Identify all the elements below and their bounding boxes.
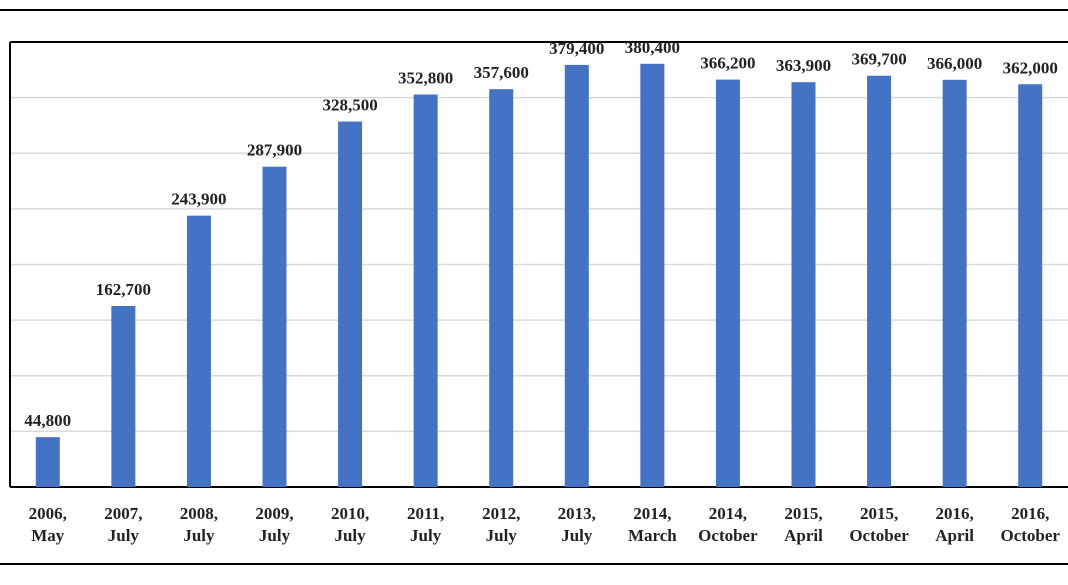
x-tick-label-month: July xyxy=(561,526,593,545)
data-label: 243,900 xyxy=(171,190,226,209)
x-tick-label-month: July xyxy=(334,526,366,545)
x-tick-label-year: 2015, xyxy=(860,504,898,523)
x-tick-label-month: April xyxy=(784,526,823,545)
data-label: 366,000 xyxy=(927,54,982,73)
x-tick-label-month: October xyxy=(698,526,758,545)
x-tick-label-year: 2008, xyxy=(180,504,218,523)
x-tick-label-month: May xyxy=(31,526,65,545)
x-tick-label-month: October xyxy=(849,526,909,545)
x-tick-label-year: 2011, xyxy=(407,504,444,523)
x-tick-label-month: April xyxy=(935,526,974,545)
bar xyxy=(942,79,967,487)
x-tick-label-month: March xyxy=(628,526,677,545)
x-tick-label-year: 2010, xyxy=(331,504,369,523)
x-tick-label-year: 2014, xyxy=(633,504,671,523)
data-label: 380,400 xyxy=(625,38,680,57)
bars xyxy=(35,63,1043,488)
x-tick-label-year: 2006, xyxy=(29,504,67,523)
data-label: 369,700 xyxy=(851,50,906,69)
bar xyxy=(262,166,287,487)
data-label: 328,500 xyxy=(322,96,377,115)
x-tick-label-year: 2009, xyxy=(255,504,293,523)
data-label: 287,900 xyxy=(247,141,302,160)
x-tick-label-year: 2014, xyxy=(709,504,747,523)
bar xyxy=(186,215,211,487)
bar xyxy=(791,82,816,487)
bar xyxy=(489,89,514,488)
x-tick-label-year: 2016, xyxy=(1011,504,1049,523)
x-tick-labels: 2006, May 2007, July 2008, July 2009, July 2010,… xyxy=(29,504,1061,545)
data-labels: 44,800 162,700 243,900 287,900 328,500 352,80… xyxy=(24,38,1057,430)
data-label: 352,800 xyxy=(398,69,453,88)
data-label: 379,400 xyxy=(549,39,604,58)
bar xyxy=(715,79,740,487)
x-tick-label-year: 2015, xyxy=(784,504,822,523)
x-tick-label-year: 2007, xyxy=(104,504,142,523)
x-tick-label-year: 2013, xyxy=(558,504,596,523)
x-tick-label-month: October xyxy=(1000,526,1060,545)
x-tick-label-month: July xyxy=(108,526,140,545)
bar xyxy=(111,305,136,487)
x-tick-label-month: July xyxy=(486,526,518,545)
bar xyxy=(564,64,589,487)
gridlines xyxy=(0,9,1068,565)
data-label: 363,900 xyxy=(776,56,831,75)
x-tick-label-year: 2016, xyxy=(936,504,974,523)
bar xyxy=(413,94,438,487)
bar xyxy=(338,121,363,487)
bar xyxy=(640,63,665,488)
data-label: 366,200 xyxy=(700,54,755,73)
bar xyxy=(1018,84,1043,488)
bar xyxy=(867,75,892,488)
x-tick-label-month: July xyxy=(183,526,215,545)
data-label: 357,600 xyxy=(474,63,529,82)
x-tick-label-month: July xyxy=(410,526,442,545)
bar xyxy=(35,437,60,487)
x-tick-label-year: 2012, xyxy=(482,504,520,523)
data-label: 362,000 xyxy=(1003,58,1058,77)
x-tick-label-month: July xyxy=(259,526,291,545)
data-label: 44,800 xyxy=(24,411,71,430)
data-label: 162,700 xyxy=(96,280,151,299)
